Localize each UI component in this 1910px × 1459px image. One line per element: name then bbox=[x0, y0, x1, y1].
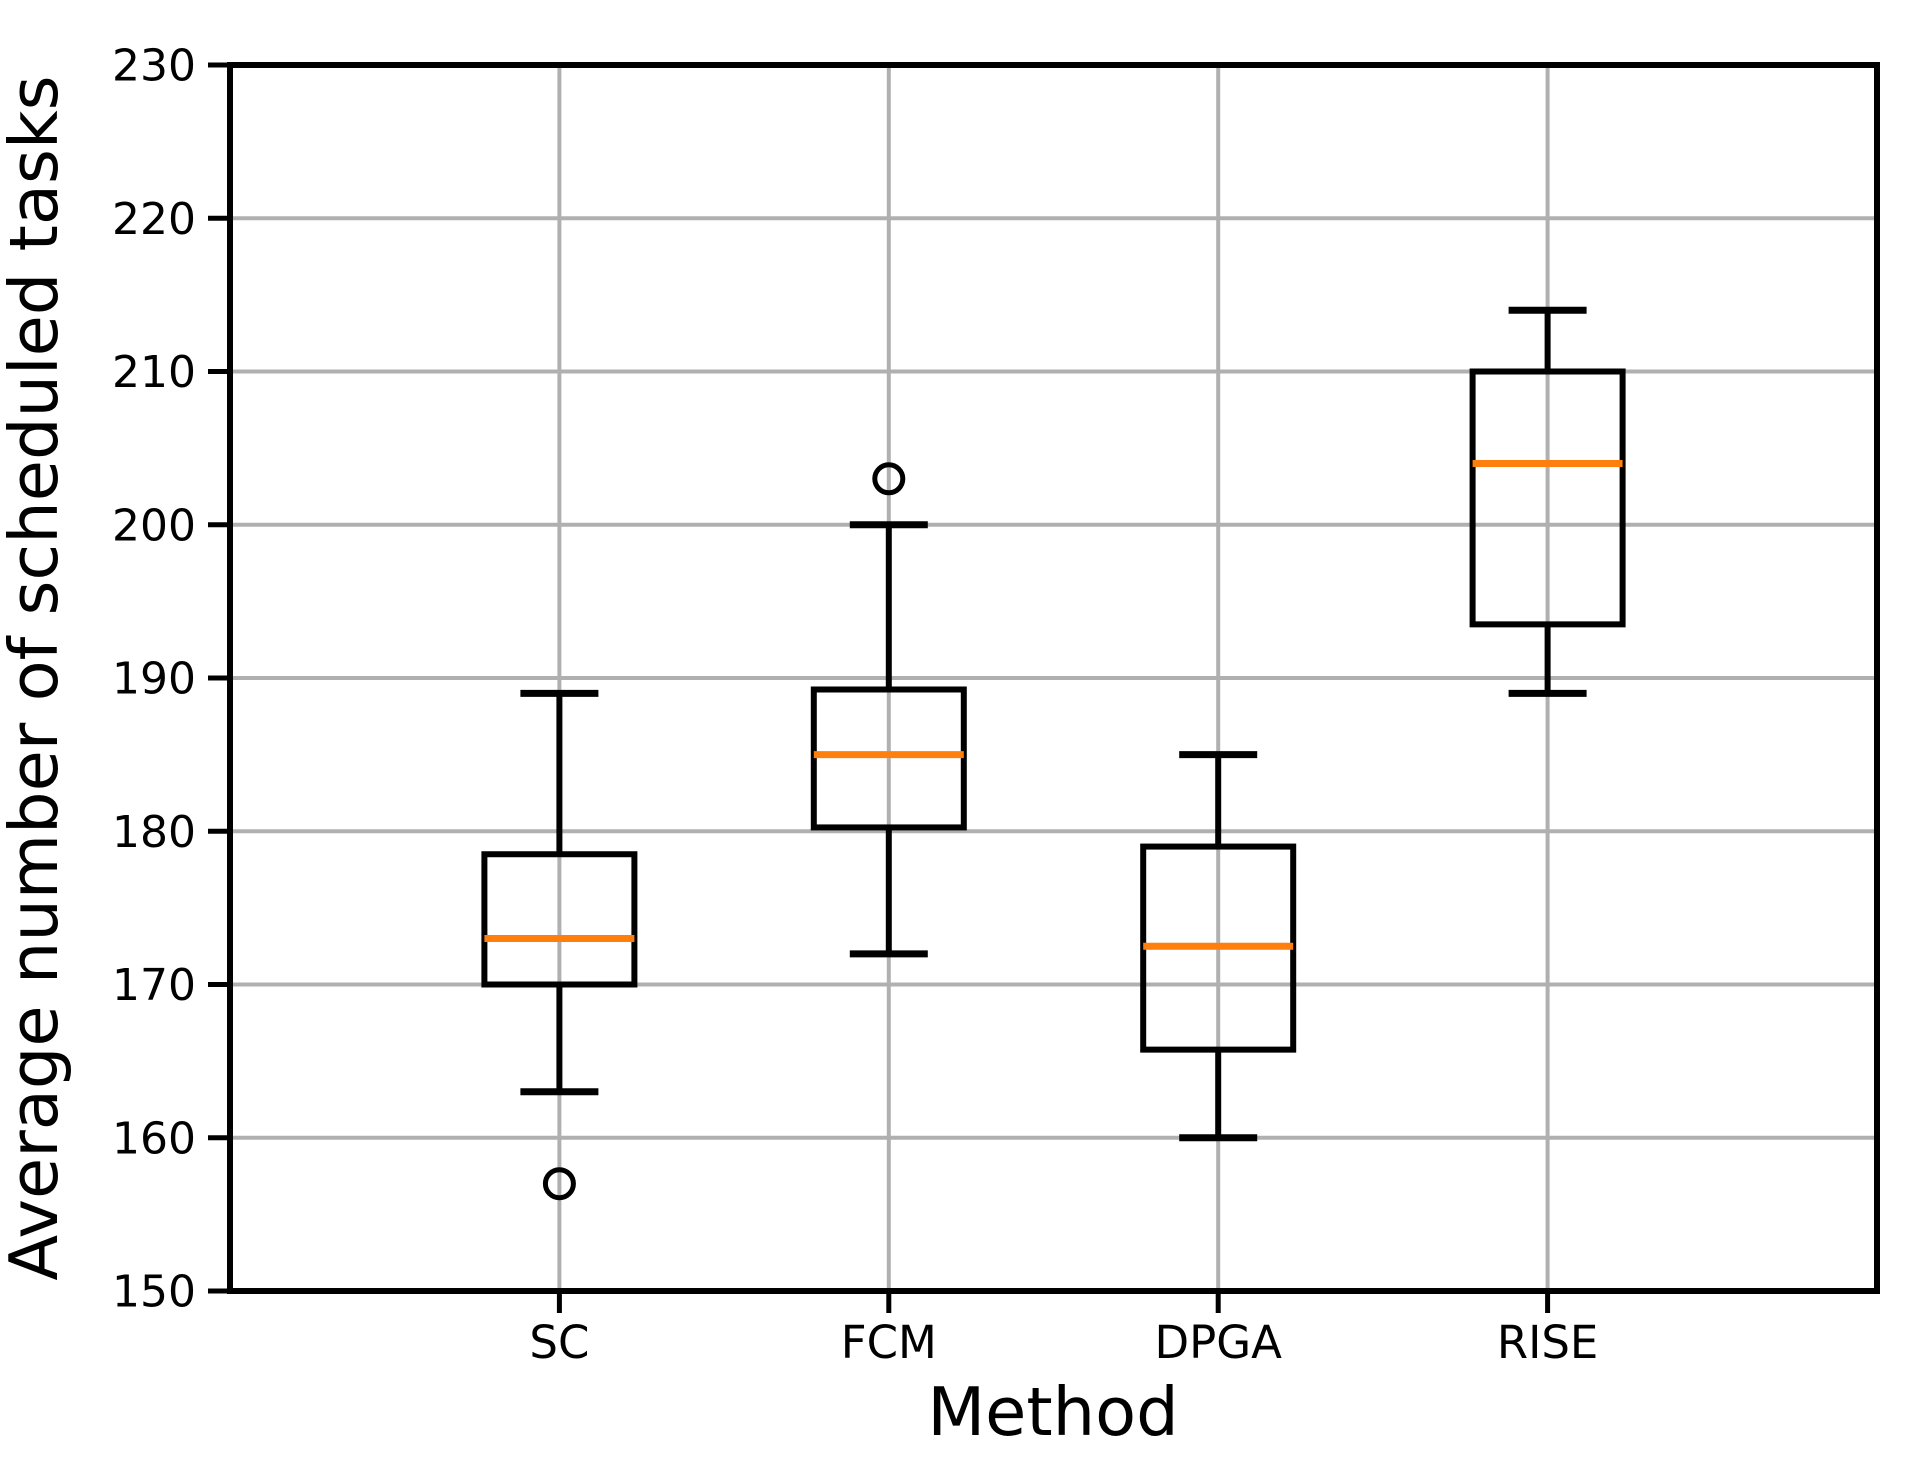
boxplot-fcm bbox=[810, 462, 967, 958]
x-tick-label: RISE bbox=[1497, 1316, 1599, 1369]
ticks-layer bbox=[208, 62, 1551, 1313]
y-tick-label: 150 bbox=[112, 1267, 196, 1318]
x-tick-label: DPGA bbox=[1154, 1316, 1282, 1369]
y-tick-label: 170 bbox=[112, 960, 196, 1011]
x-axis-title: Method bbox=[927, 1373, 1178, 1451]
outlier-point bbox=[542, 1167, 576, 1201]
outlier-point bbox=[872, 462, 906, 496]
y-tick-label: 230 bbox=[112, 41, 196, 92]
tick-labels-layer: 150 160 170 180 190 200 210 220 230 SC FCM DPGA RISE bbox=[112, 41, 1598, 1369]
y-axis-title: Average number of scheduled tasks bbox=[0, 75, 73, 1280]
y-tick-label: 190 bbox=[112, 654, 196, 705]
boxes-layer bbox=[481, 306, 1626, 1201]
x-tick-label: FCM bbox=[841, 1316, 937, 1369]
boxplot-rise bbox=[1469, 306, 1626, 697]
x-tick-label: SC bbox=[529, 1316, 589, 1369]
gridlines-layer bbox=[230, 65, 1877, 1291]
y-tick-label: 200 bbox=[112, 500, 196, 551]
boxplot-dpga bbox=[1140, 751, 1297, 1142]
iqr-box bbox=[1469, 368, 1626, 628]
y-tick-label: 210 bbox=[112, 347, 196, 398]
y-tick-label: 160 bbox=[112, 1113, 196, 1164]
boxplot-sc bbox=[481, 689, 638, 1201]
iqr-box bbox=[481, 851, 638, 988]
y-tick-label: 220 bbox=[112, 194, 196, 245]
y-tick-label: 180 bbox=[112, 807, 196, 858]
iqr-box bbox=[810, 686, 967, 831]
